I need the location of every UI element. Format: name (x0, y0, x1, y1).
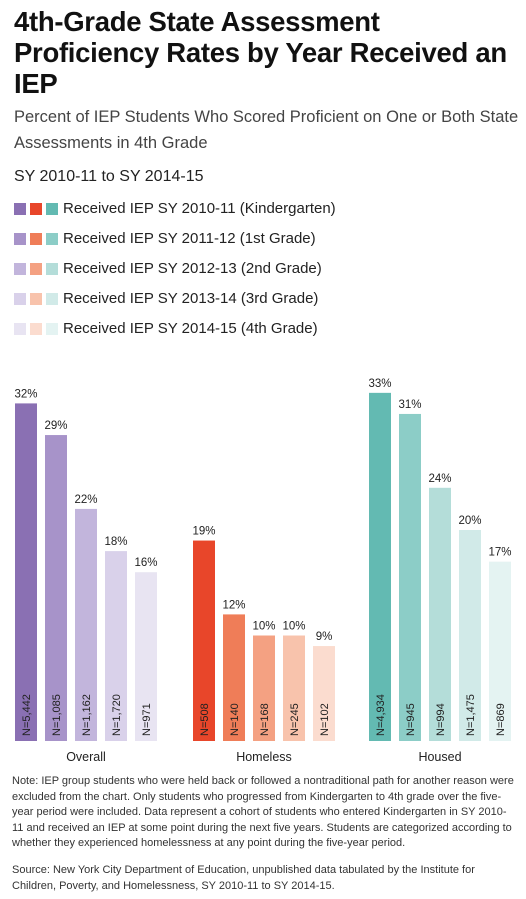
n-label: N=994 (435, 703, 447, 736)
n-label: N=1,475 (465, 694, 477, 736)
value-label: 22% (74, 494, 97, 506)
bar-overall-4 (105, 551, 127, 741)
bar-homeless-2 (223, 614, 245, 741)
legend-swatch-teal (46, 293, 58, 305)
chart-subtitle: Percent of IEP Students Who Scored Profi… (14, 108, 519, 152)
bar-housed-3 (429, 487, 451, 741)
n-label: N=5,442 (21, 694, 33, 736)
legend-swatch-red (30, 263, 42, 275)
n-label: N=971 (141, 703, 153, 736)
bar-housed-5 (489, 561, 511, 741)
legend-label: Received IEP SY 2011-12 (1st Grade) (63, 230, 316, 247)
value-label: 10% (282, 621, 305, 633)
legend-swatch-red (30, 233, 42, 245)
legend-swatch-teal (46, 323, 58, 335)
value-label: 19% (192, 526, 215, 538)
legend-swatch-purple (14, 323, 26, 335)
n-label: N=1,720 (111, 694, 123, 736)
legend-swatch-teal (46, 263, 58, 275)
value-label: 31% (398, 399, 421, 411)
value-label: 12% (222, 599, 245, 611)
value-label: 16% (134, 557, 157, 569)
n-label: N=140 (229, 703, 241, 736)
chart-title: 4th-Grade State Assessment Proficiency R… (14, 6, 507, 99)
value-label: 18% (104, 536, 127, 548)
value-label: 17% (488, 547, 511, 559)
bar-housed-2 (399, 413, 421, 741)
value-label: 33% (368, 378, 391, 390)
legend-label: Received IEP SY 2013-14 (3rd Grade) (63, 290, 319, 307)
bar-homeless-1 (193, 540, 215, 741)
value-label: 10% (252, 621, 275, 633)
n-label: N=245 (289, 703, 301, 736)
bar-chart: 32% N=5,442 29% N=1,085 22% N=1,162 18% N=1,720… (14, 378, 511, 764)
legend-label: Received IEP SY 2012-13 (2nd Grade) (63, 260, 322, 277)
bar-overall-2 (45, 435, 67, 741)
legend-swatch-purple (14, 263, 26, 275)
legend-label: Received IEP SY 2010-11 (Kindergarten) (63, 200, 336, 217)
legend-swatch-red (30, 323, 42, 335)
n-label: N=1,162 (81, 694, 93, 736)
period-label: SY 2010-11 to SY 2014-15 (14, 168, 204, 185)
legend-swatch-teal (46, 203, 58, 215)
bar-overall-1 (15, 403, 37, 741)
n-label: N=4,934 (375, 694, 387, 736)
value-label: 9% (316, 631, 333, 643)
legend-swatch-teal (46, 233, 58, 245)
legend-swatch-red (30, 203, 42, 215)
bar-homeless-4 (283, 635, 305, 741)
n-label: N=1,085 (51, 694, 63, 736)
bar-housed-1 (369, 392, 391, 741)
legend-swatch-purple (14, 293, 26, 305)
n-label: N=945 (405, 703, 417, 736)
bar-overall-5 (135, 572, 157, 741)
n-label: N=508 (199, 703, 211, 736)
group-label-housed: Housed (418, 750, 461, 764)
bar-homeless-5 (313, 646, 335, 741)
legend-label: Received IEP SY 2014-15 (4th Grade) (63, 320, 318, 337)
legend-swatch-purple (14, 203, 26, 215)
chart-note: Note: IEP group students who were held b… (12, 775, 514, 849)
n-label: N=102 (319, 703, 331, 736)
bar-homeless-3 (253, 635, 275, 741)
value-label: 29% (44, 420, 67, 432)
group-label-overall: Overall (66, 750, 106, 764)
bar-housed-4 (459, 530, 481, 741)
n-label: N=869 (495, 703, 507, 736)
bar-overall-3 (75, 508, 97, 741)
group-label-homeless: Homeless (236, 750, 292, 764)
n-label: N=168 (259, 703, 271, 736)
chart-source: Source: New York City Department of Educ… (12, 864, 475, 892)
value-label: 24% (428, 473, 451, 485)
value-label: 32% (14, 388, 37, 400)
value-label: 20% (458, 515, 481, 527)
legend-swatch-red (30, 293, 42, 305)
legend-swatch-purple (14, 233, 26, 245)
